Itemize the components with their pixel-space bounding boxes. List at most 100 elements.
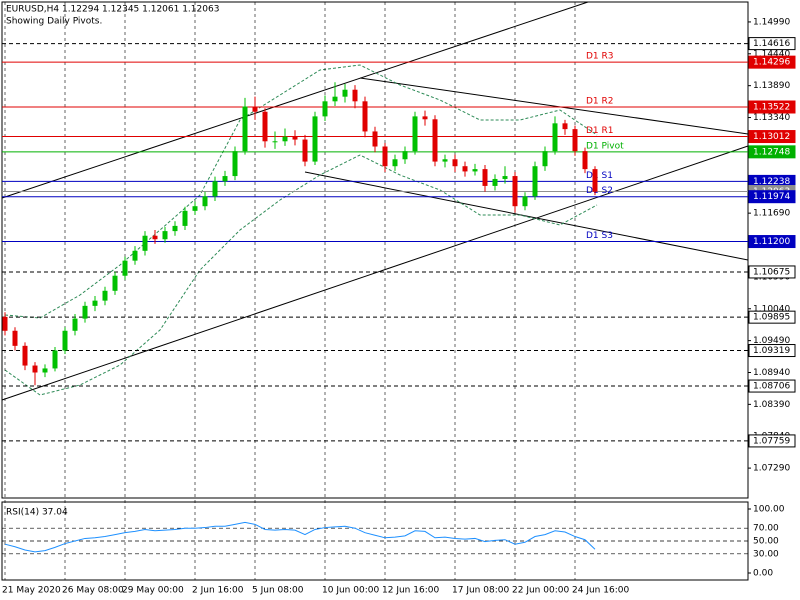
candle-body bbox=[272, 141, 278, 143]
level-box bbox=[748, 145, 796, 159]
candle-body bbox=[102, 290, 108, 301]
y-tick-label: 1.08390 bbox=[753, 400, 790, 410]
x-tick-label: 2 Jun 16:00 bbox=[192, 586, 244, 596]
y-tick-label: 1.09490 bbox=[753, 336, 790, 346]
level-box bbox=[748, 100, 796, 114]
candle-body bbox=[142, 235, 148, 251]
y-tick-label: 1.14440 bbox=[753, 49, 790, 59]
candle-body bbox=[582, 151, 588, 170]
trend-line bbox=[359, 77, 749, 135]
level-name: D1 R2 bbox=[586, 96, 614, 106]
level-label: 1.14616 bbox=[753, 39, 790, 49]
level-box bbox=[748, 265, 796, 279]
y-tick-label: 30.00 bbox=[753, 549, 779, 559]
y-tick-label: 100.00 bbox=[753, 505, 785, 515]
candle-body bbox=[182, 210, 188, 226]
candle-body bbox=[172, 225, 178, 232]
y-tick-label: 70.00 bbox=[753, 524, 779, 534]
candle-body bbox=[532, 166, 538, 197]
y-tick-label: 1.13340 bbox=[753, 113, 790, 123]
level-box bbox=[748, 37, 796, 51]
level-label: 1.10675 bbox=[753, 267, 790, 277]
candle-body bbox=[542, 151, 548, 167]
candle-body bbox=[62, 330, 68, 351]
level-box bbox=[748, 130, 796, 144]
candle-body bbox=[422, 116, 428, 120]
candle-body bbox=[432, 119, 438, 162]
x-tick-label: 5 Jun 08:00 bbox=[252, 586, 304, 596]
bollinger-upper bbox=[4, 64, 598, 319]
candle-body bbox=[92, 300, 98, 306]
chart-subtitle: Showing Daily Pivots. bbox=[6, 17, 102, 27]
candle-body bbox=[332, 96, 338, 102]
level-label: 1.09319 bbox=[753, 346, 790, 356]
y-tick-label: 1.07290 bbox=[753, 464, 790, 474]
level-label: 1.14296 bbox=[753, 58, 790, 68]
trend-line bbox=[1, 145, 749, 401]
candle-body bbox=[462, 166, 468, 172]
candle-body bbox=[162, 231, 168, 240]
level-label: 1.13522 bbox=[753, 102, 790, 112]
candle-body bbox=[522, 196, 528, 207]
x-tick-label: 10 Jun 00:00 bbox=[322, 586, 379, 596]
overlays bbox=[1, 1, 749, 401]
level-box bbox=[748, 379, 796, 393]
candle-body bbox=[42, 368, 48, 373]
candle-body bbox=[242, 106, 248, 152]
level-label: 1.08706 bbox=[753, 382, 790, 392]
candle-body bbox=[382, 146, 388, 167]
trend-line bbox=[304, 171, 749, 261]
candle-body bbox=[312, 116, 318, 162]
level-box bbox=[748, 55, 796, 69]
candle-body bbox=[2, 316, 8, 331]
level-label: 1.11200 bbox=[753, 237, 790, 247]
level-label: 1.13012 bbox=[753, 132, 790, 142]
y-tick-label: 1.08940 bbox=[753, 368, 790, 378]
level-label: 1.09895 bbox=[753, 313, 790, 323]
level-box bbox=[748, 310, 796, 324]
trend-line bbox=[1, 1, 589, 199]
candle-body bbox=[192, 206, 198, 211]
bollinger-lower bbox=[4, 154, 598, 396]
candle-body bbox=[22, 345, 28, 366]
level-box bbox=[748, 235, 796, 249]
candle-body bbox=[352, 89, 358, 102]
x-tick-label: 29 May 00:00 bbox=[122, 586, 184, 596]
level-label: 1.12238 bbox=[753, 177, 790, 187]
chart-title: EURUSD,H4 1.12294 1.12345 1.12061 1.1206… bbox=[6, 5, 219, 15]
candle-body bbox=[512, 176, 518, 207]
price-frame bbox=[1, 1, 749, 499]
candle-body bbox=[482, 169, 488, 186]
candle-body bbox=[82, 305, 88, 319]
candle-body bbox=[592, 169, 598, 192]
level-box bbox=[748, 190, 796, 204]
rsi-line bbox=[4, 521, 596, 553]
level-name: D1 S2 bbox=[586, 186, 613, 196]
y-tick-label: 1.10040 bbox=[753, 304, 790, 314]
candle-body bbox=[122, 260, 128, 276]
y-tick-label: 0.00 bbox=[753, 569, 773, 579]
rsi-title: RSI(14) 37.04 bbox=[6, 508, 68, 518]
level-name: D1 S1 bbox=[586, 171, 613, 181]
candle-body bbox=[232, 151, 238, 177]
candle-body bbox=[222, 176, 228, 182]
x-tick-label: 24 Jun 16:00 bbox=[572, 586, 629, 596]
candle-body bbox=[472, 169, 478, 172]
candle-body bbox=[402, 151, 408, 160]
candle-body bbox=[572, 129, 578, 152]
level-box bbox=[748, 434, 796, 448]
level-name: D1 S3 bbox=[586, 231, 613, 241]
candle-body bbox=[452, 159, 458, 167]
candle-body bbox=[152, 235, 158, 240]
candle-body bbox=[52, 350, 58, 369]
level-name: D1 Pivot bbox=[586, 141, 624, 151]
candle-body bbox=[342, 89, 348, 97]
candle-body bbox=[372, 131, 378, 147]
candle-body bbox=[552, 123, 558, 152]
candle-body bbox=[412, 116, 418, 152]
candle-body bbox=[492, 178, 498, 186]
level-box bbox=[748, 344, 796, 358]
candle-body bbox=[282, 136, 288, 142]
y-tick-label: 50.00 bbox=[753, 537, 779, 547]
